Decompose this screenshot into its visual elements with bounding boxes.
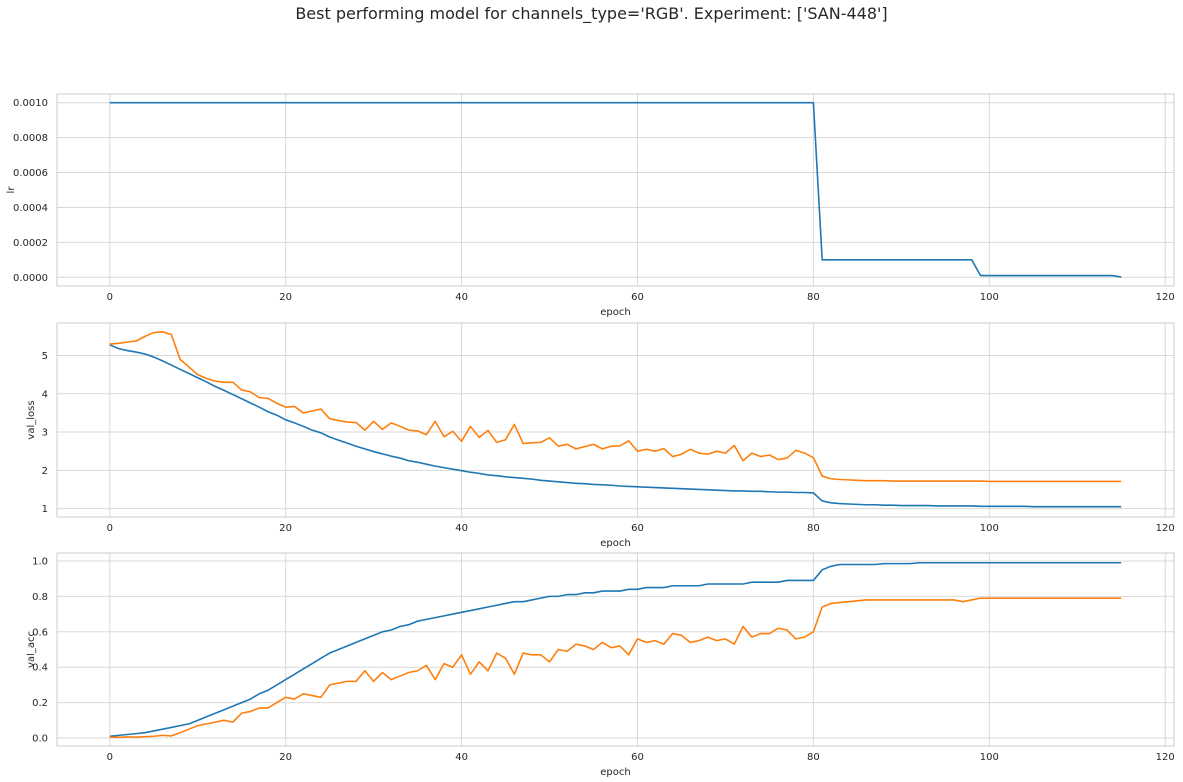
chart-0-y-tick-label-5: 0.0010 [13,98,48,109]
chart-2-axes-frame [56,552,1175,747]
chart-1-y-axis-label: val_loss [26,400,37,439]
chart-2-y-tick-label-2: 0.4 [32,663,48,674]
chart-0-axes-frame [56,93,1175,287]
chart-2-plot-area [57,553,1174,746]
chart-1-x-tick-label-5: 100 [980,523,999,534]
chart-0-y-tick-label-2: 0.0004 [13,203,48,214]
chart-2-y-tick-label-0: 0.0 [32,734,48,745]
chart-1-series-line-0 [109,344,1122,508]
chart-1-x-axis-label: epoch [600,538,630,549]
chart-1-x-tick-label-0: 0 [107,523,113,534]
chart-0-y-tick-label-4: 0.0008 [13,133,48,144]
chart-2-x-tick-label-4: 80 [807,752,820,763]
chart-2-x-tick-label-5: 100 [980,752,999,763]
val-acc-subplot: 0 20 40 60 80 100 120 0.0 0.2 0.4 0.6 0.8 1.0 epoch va… [26,552,1175,778]
chart-2-series-line-1 [109,597,1122,739]
chart-0-series-line-0 [109,101,1122,278]
chart-2-x-axis-label: epoch [600,767,630,778]
chart-2-y-tick-label-3: 0.6 [32,627,48,638]
chart-1-x-tick-label-2: 40 [455,523,468,534]
chart-0-y-tick-label-0: 0.0000 [13,273,48,284]
chart-1-y-tick-label-2: 3 [42,428,48,439]
chart-2-x-tick-label-3: 60 [631,752,644,763]
chart-1-series-line-1 [109,331,1122,483]
figure-suptitle: Best performing model for channels_type=… [295,4,888,23]
chart-1-y-tick-label-4: 5 [42,351,48,362]
chart-0-y-tick-label-1: 0.0002 [13,238,48,249]
chart-1-plot-area [57,323,1174,517]
chart-1-y-tick-label-3: 4 [42,389,48,400]
chart-1-axes-frame [56,322,1175,518]
chart-2-y-tick-label-5: 1.0 [32,556,48,567]
chart-1-x-tick-label-1: 20 [279,523,292,534]
chart-2-x-tick-label-0: 0 [107,752,113,763]
chart-0-x-tick-label-5: 100 [980,292,999,303]
chart-0-x-tick-label-2: 40 [455,292,468,303]
chart-1-x-tick-label-3: 60 [631,523,644,534]
chart-0-x-axis-label: epoch [600,307,630,318]
chart-0-y-tick-label-3: 0.0006 [13,168,48,179]
chart-2-y-axis-label: val_acc [26,631,37,668]
chart-1-x-tick-label-4: 80 [807,523,820,534]
chart-1-y-tick-label-1: 2 [42,466,48,477]
chart-2-y-tick-label-1: 0.2 [32,698,48,709]
chart-2-series-line-0 [109,561,1122,738]
chart-2-x-tick-label-1: 20 [279,752,292,763]
chart-0-x-tick-label-3: 60 [631,292,644,303]
chart-1-x-tick-label-6: 120 [1156,523,1175,534]
chart-1-y-tick-label-0: 1 [42,504,48,515]
val-loss-subplot: 0 20 40 60 80 100 120 1 2 3 4 5 epoch val_loss [26,322,1175,549]
chart-2-x-tick-label-6: 120 [1156,752,1175,763]
lr-subplot: 0 20 40 60 80 100 120 0.0000 0.0002 0.0004 0.0006 0… [6,93,1175,318]
chart-2-y-tick-label-4: 0.8 [32,592,48,603]
chart-0-x-tick-label-0: 0 [107,292,113,303]
chart-0-y-axis-label: lr [6,186,17,194]
chart-0-plot-area [57,94,1174,286]
chart-0-x-tick-label-4: 80 [807,292,820,303]
chart-0-x-tick-label-1: 20 [279,292,292,303]
chart-2-x-tick-label-2: 40 [455,752,468,763]
chart-0-x-tick-label-6: 120 [1156,292,1175,303]
